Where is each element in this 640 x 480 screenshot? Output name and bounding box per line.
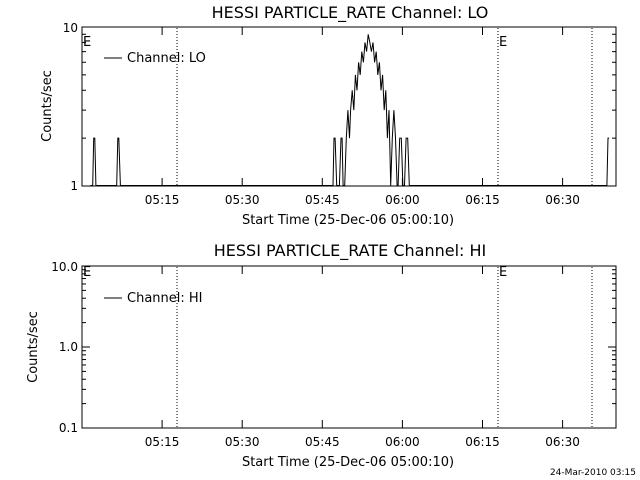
x-tick-label: 05:15	[145, 435, 180, 449]
x-tick-label: 06:15	[465, 193, 500, 207]
event-label: E	[83, 35, 91, 50]
x-tick-label: 05:30	[225, 193, 260, 207]
chart-title-lo: HESSI PARTICLE_RATE Channel: LO	[212, 3, 489, 23]
x-tick-label: 05:15	[145, 193, 180, 207]
x-tick-label: 06:15	[465, 435, 500, 449]
x-tick-label: 06:00	[385, 193, 420, 207]
y-tick-label: 0.1	[59, 421, 78, 435]
x-tick-label: 06:30	[545, 193, 580, 207]
y-tick-label: 10	[63, 21, 78, 35]
x-axis-hi: 05:15 05:30 05:45 06:00 06:15 06:30	[145, 266, 580, 449]
x-tick-label: 06:00	[385, 435, 420, 449]
legend-label-hi: Channel: HI	[127, 291, 203, 306]
plot-frame-lo	[81, 26, 617, 187]
generated-timestamp: 24-Mar-2010 03:15	[550, 468, 636, 478]
y-tick-label: 1.0	[59, 340, 78, 354]
y-minor-ticks-lo	[82, 33, 616, 187]
x-axis-label-lo: Start Time (25-Dec-06 05:00:10)	[242, 213, 454, 228]
y-axis-label-hi: Counts/sec	[26, 311, 41, 383]
y-tick-label: 1	[70, 179, 78, 193]
x-tick-label: 05:45	[305, 193, 340, 207]
y-axis-hi: 10.0 1.0 0.1	[51, 260, 78, 435]
y-axis-label-lo: Counts/sec	[40, 70, 55, 142]
x-tick-label: 05:30	[225, 435, 260, 449]
series-line-lo	[90, 34, 610, 186]
y-axis-lo: 10 1	[63, 21, 78, 193]
event-label: E	[83, 265, 91, 280]
event-label: E	[499, 265, 507, 280]
chart-panel-lo: HESSI PARTICLE_RATE Channel: LO 10 1 05:…	[40, 3, 617, 228]
legend-label-lo: Channel: LO	[127, 51, 206, 66]
x-tick-label: 05:45	[305, 435, 340, 449]
chart-title-hi: HESSI PARTICLE_RATE Channel: HI	[214, 241, 487, 261]
y-tick-label: 10.0	[51, 260, 78, 274]
x-tick-label: 06:30	[545, 435, 580, 449]
y-minor-ticks-hi	[82, 269, 616, 429]
event-label: E	[499, 35, 507, 50]
chart-panel-hi: HESSI PARTICLE_RATE Channel: HI 10.0 1.0…	[26, 241, 617, 470]
x-axis-label-hi: Start Time (25-Dec-06 05:00:10)	[242, 455, 454, 470]
